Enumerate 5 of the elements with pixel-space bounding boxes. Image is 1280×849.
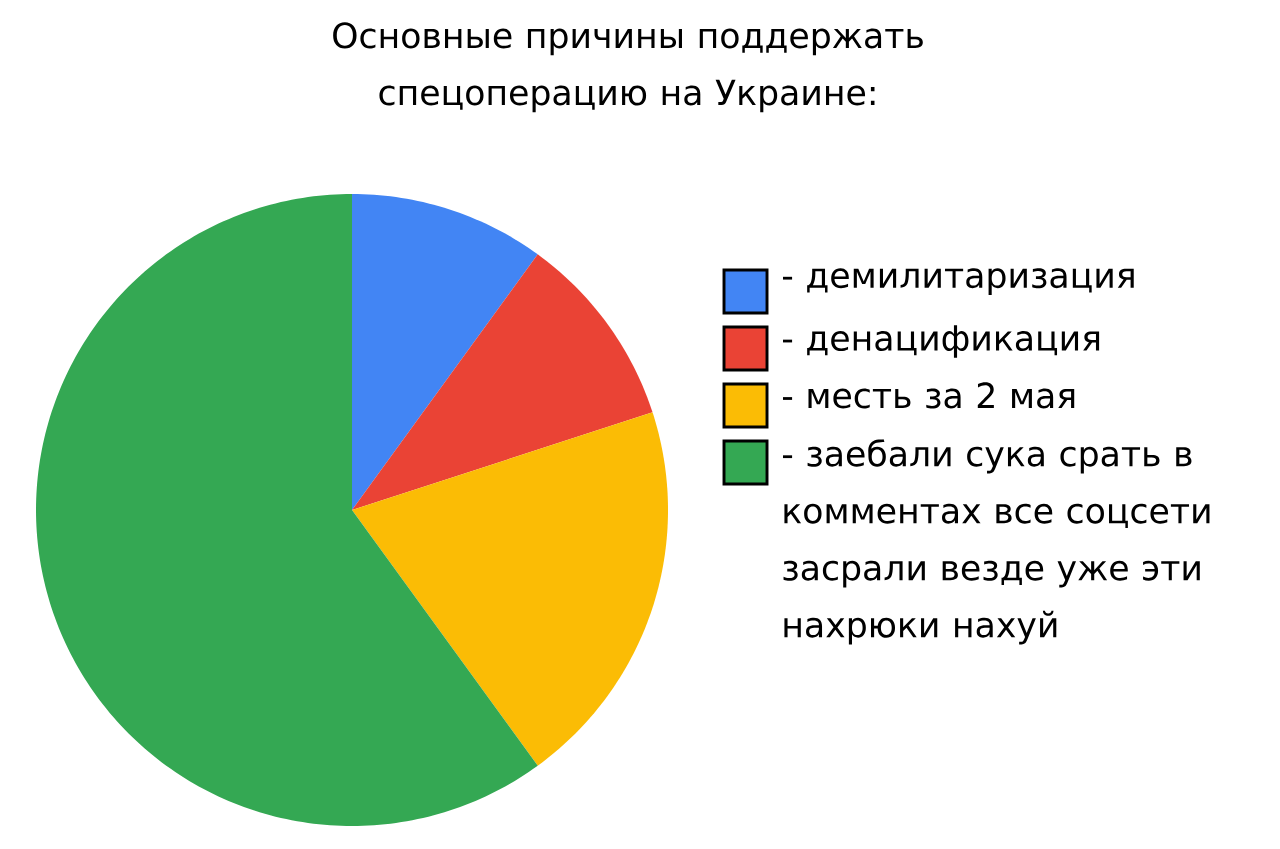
legend-label: - заебали сука срать в комментах все соцсети засрали везде уже эти нахрюки нахуй	[782, 439, 1210, 645]
chart-title: Основные причины поддержать спецоперацию на Украине:	[333, 22, 923, 113]
legend-label: - месть за 2 мая	[782, 382, 1075, 409]
legend-label: - демилитаризация	[782, 268, 1134, 295]
legend-label: - денацификация	[782, 325, 1100, 358]
